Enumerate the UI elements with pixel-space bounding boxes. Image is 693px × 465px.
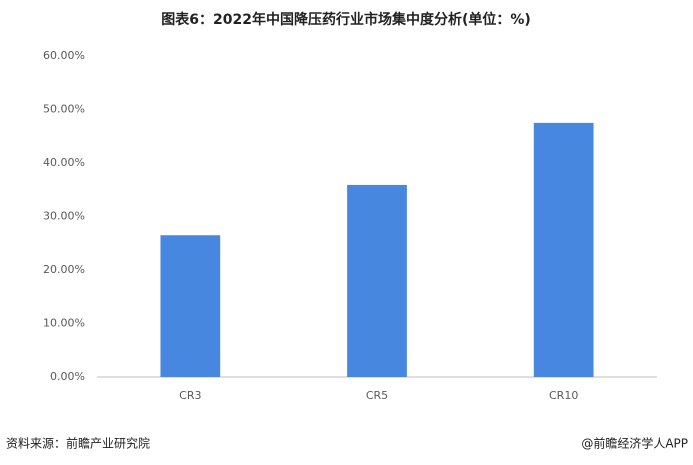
bar <box>533 122 594 377</box>
y-tick-label: 50.00% <box>43 103 85 116</box>
chart-title: 图表6：2022年中国降压药行业市场集中度分析(单位：%) <box>161 11 531 28</box>
y-tick-label: 40.00% <box>43 156 85 169</box>
y-tick-label: 10.00% <box>43 317 85 330</box>
x-tick-label: CR3 <box>179 389 201 402</box>
bar <box>160 235 221 377</box>
y-tick-label: 20.00% <box>43 263 85 276</box>
bar <box>347 184 407 377</box>
y-tick-label: 60.00% <box>43 49 85 62</box>
y-tick-label: 0.00% <box>50 370 85 383</box>
x-tick-label: CR10 <box>549 389 578 402</box>
source: 资料来源：前瞻产业研究院 <box>6 436 150 451</box>
x-tick-label: CR5 <box>366 389 388 402</box>
credit: @前瞻经济学人APP <box>581 436 688 451</box>
y-tick-label: 30.00% <box>43 210 85 223</box>
